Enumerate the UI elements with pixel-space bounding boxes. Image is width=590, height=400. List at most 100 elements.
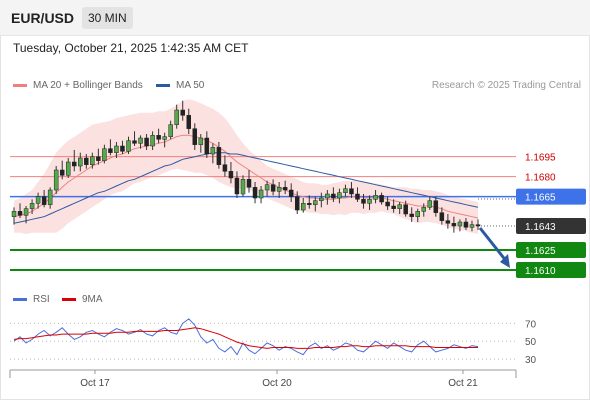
legend-ma20-label: MA 20 + Bollinger Bands — [33, 80, 143, 91]
candle-body — [138, 137, 143, 144]
level-label-1.1680: 1.1680 — [525, 173, 556, 184]
rsi-series-9ma — [13, 327, 478, 349]
candle-body — [47, 189, 53, 205]
candle-body — [180, 109, 185, 116]
x-tick-oct-17: Oct 17 — [80, 378, 110, 389]
candle-body — [120, 145, 125, 152]
legend-9ma-label: 9MA — [82, 294, 103, 305]
ma50-line — [13, 152, 479, 224]
candle-body — [403, 204, 408, 215]
candle-body — [319, 197, 324, 201]
candle-body — [72, 161, 77, 167]
candle-body — [439, 212, 445, 221]
candle-body — [102, 148, 107, 161]
x-tick-oct-21: Oct 21 — [448, 378, 478, 389]
candle-body — [65, 161, 71, 176]
candle-body — [252, 187, 258, 199]
candle-body — [90, 156, 95, 165]
rsi-tick-50: 50 — [525, 337, 537, 348]
forecast-arrow-head — [500, 254, 510, 268]
candle-body — [258, 189, 264, 199]
candle-body — [23, 208, 29, 216]
candle-body — [276, 187, 282, 192]
candle-body — [204, 137, 210, 155]
legend-9ma: 9MA — [62, 294, 103, 305]
legend-rsi-label: RSI — [33, 294, 50, 305]
candle-body — [246, 179, 252, 188]
candle-body — [150, 135, 155, 147]
datetime-label: Tuesday, October 21, 2025 1:42:35 AM CET — [13, 41, 249, 55]
rsi-series-rsi — [13, 318, 479, 356]
candle-body — [174, 109, 179, 125]
candle-body — [78, 157, 83, 167]
candle-body — [144, 137, 149, 147]
candle-body — [409, 213, 414, 217]
candle-body — [475, 224, 481, 227]
forecast-arrow-shaft — [478, 227, 509, 263]
last-price-label-box — [516, 218, 586, 234]
candle-body — [445, 220, 451, 224]
candle-body — [162, 136, 167, 140]
ma20-swatch — [13, 84, 27, 87]
candle-body — [307, 203, 312, 205]
candle-body — [463, 221, 469, 228]
candle-body — [59, 169, 65, 176]
candle-body — [216, 147, 222, 165]
candle-body — [373, 195, 378, 200]
candle-body — [313, 200, 318, 205]
candle-body — [192, 128, 198, 145]
candle-body — [331, 193, 336, 199]
ma9-swatch — [62, 298, 76, 301]
candle-body — [222, 164, 228, 172]
candle-body — [228, 171, 234, 179]
bollinger-band — [14, 99, 478, 234]
candle-body — [114, 145, 119, 153]
candle-body — [355, 193, 360, 200]
candle-body — [126, 140, 131, 152]
level-label-1.1695: 1.1695 — [525, 153, 556, 164]
level-label-1.1610: 1.1610 — [525, 266, 556, 277]
candle-body — [240, 179, 246, 195]
credit-label: Research © 2025 Trading Central — [431, 80, 581, 91]
candle-body — [234, 177, 240, 195]
legend-ma50-label: MA 50 — [176, 80, 205, 91]
candle-body — [17, 211, 23, 216]
rsi-swatch — [13, 298, 27, 301]
candle-body — [379, 195, 384, 203]
candle-body — [11, 211, 17, 217]
timeframe-button[interactable]: 30 MIN — [82, 7, 133, 29]
pivot-label-box — [516, 188, 586, 205]
support-label-box-1.1610 — [516, 262, 586, 278]
candle-body — [132, 140, 137, 144]
candle-body — [361, 199, 366, 204]
candle-body — [457, 221, 463, 227]
ma20-line — [13, 134, 479, 219]
candle-body — [343, 188, 348, 193]
candle-body — [385, 201, 390, 207]
support-label-box-1.1625 — [516, 242, 586, 258]
candle-body — [84, 157, 89, 165]
symbol-title: EUR/USD — [11, 10, 75, 26]
level-label-1.1665: 1.1665 — [525, 193, 556, 204]
candle-body — [168, 124, 173, 137]
candle-body — [325, 193, 330, 199]
candle-body — [41, 196, 47, 205]
candle-body — [294, 196, 300, 211]
candle-body — [156, 135, 161, 140]
level-label-1.1643: 1.1643 — [525, 222, 556, 233]
candle-body — [337, 192, 342, 199]
candle-body — [282, 187, 288, 191]
candle-body — [35, 196, 41, 204]
candle-body — [198, 137, 204, 145]
candle-body — [186, 115, 192, 129]
legend-rsi: RSI — [13, 294, 50, 305]
ma50-swatch — [156, 84, 170, 87]
candle-body — [53, 169, 59, 191]
candle-body — [421, 207, 427, 212]
candle-body — [300, 203, 306, 211]
level-label-1.1625: 1.1625 — [525, 246, 556, 257]
candle-body — [270, 184, 276, 192]
rsi-tick-30: 30 — [525, 355, 537, 366]
candle-body — [397, 204, 402, 209]
candle-body — [288, 189, 294, 197]
